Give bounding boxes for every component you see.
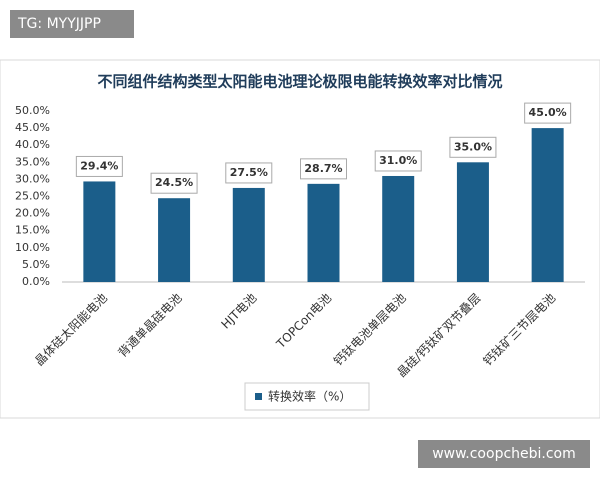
value-label: 28.7% bbox=[304, 162, 342, 175]
watermark-box bbox=[10, 10, 134, 38]
value-label-box bbox=[225, 162, 273, 184]
value-label-box bbox=[75, 155, 123, 177]
value-label: 45.0% bbox=[529, 106, 567, 119]
value-label-box bbox=[300, 158, 347, 180]
bar bbox=[531, 128, 564, 282]
legend-label: 转换效率（%） bbox=[268, 389, 351, 404]
y-tick-label: 40.0% bbox=[15, 138, 50, 151]
value-label: 29.4% bbox=[80, 159, 118, 172]
y-tick-label: 35.0% bbox=[15, 155, 50, 168]
watermark: www.coopchebi.com bbox=[432, 446, 576, 462]
y-tick-label: 50.0% bbox=[15, 104, 50, 117]
y-tick-label: 30.0% bbox=[15, 172, 50, 185]
bar bbox=[232, 187, 265, 282]
value-label: 24.5% bbox=[155, 176, 193, 189]
watermark: TG: MYYJJPP bbox=[17, 16, 101, 32]
y-tick-label: 20.0% bbox=[15, 207, 50, 220]
bar bbox=[382, 175, 415, 282]
value-label-box bbox=[374, 150, 422, 172]
y-tick-label: 0.0% bbox=[22, 275, 50, 288]
bar bbox=[83, 181, 116, 282]
bar bbox=[158, 198, 191, 282]
value-label: 35.0% bbox=[454, 140, 492, 153]
chart-title: 不同组件结构类型太阳能电池理论极限电能转换效率对比情况 bbox=[97, 73, 502, 91]
y-tick-label: 25.0% bbox=[15, 190, 50, 203]
bar bbox=[456, 162, 489, 282]
y-tick-label: 5.0% bbox=[22, 258, 50, 271]
value-label: 31.0% bbox=[379, 154, 417, 167]
value-label: 27.5% bbox=[230, 166, 268, 179]
bar bbox=[307, 183, 340, 282]
value-label-box bbox=[524, 102, 572, 124]
value-label-box bbox=[150, 172, 198, 194]
y-tick-label: 45.0% bbox=[15, 121, 50, 134]
legend-swatch bbox=[255, 393, 262, 400]
watermark-box bbox=[418, 440, 590, 468]
legend-box bbox=[244, 382, 370, 411]
y-tick-label: 15.0% bbox=[15, 224, 50, 237]
y-tick-label: 10.0% bbox=[15, 241, 50, 254]
value-label-box bbox=[449, 136, 497, 158]
